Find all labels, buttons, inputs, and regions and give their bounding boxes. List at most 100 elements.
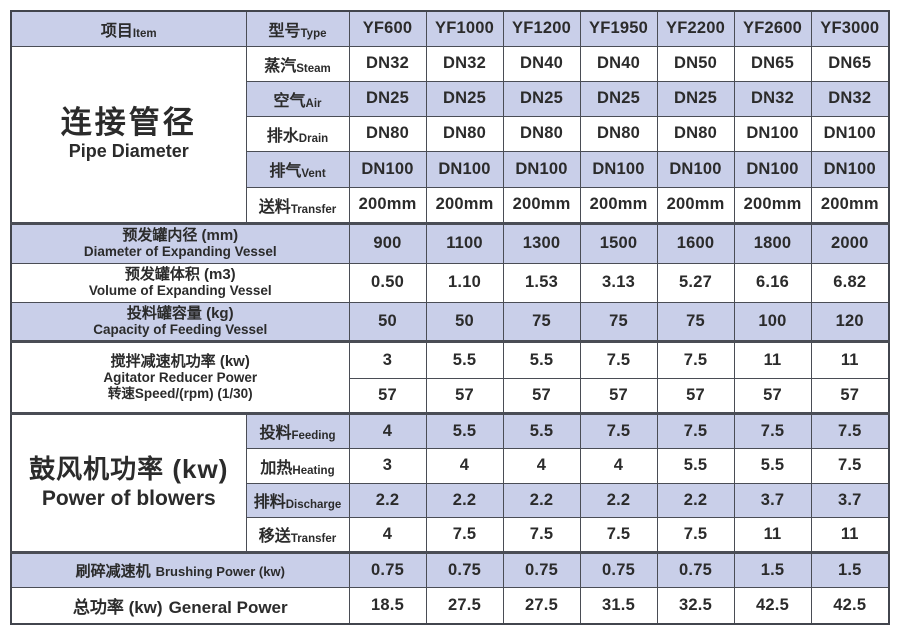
row-label-expanding-volume: 预发罐体积 (m3) Volume of Expanding Vessel: [10, 262, 350, 303]
agitator-speed-label: 转速Speed/(rpm) (1/30): [107, 385, 253, 401]
value-cell: DN100: [425, 150, 504, 188]
value-cell: 5.5: [502, 411, 581, 449]
brushing-label-zh: 刷碎减速机: [75, 562, 151, 580]
value-cell: 2.2: [656, 482, 735, 518]
value-cell: 2.2: [579, 482, 658, 518]
row-label-en: Heating: [292, 464, 335, 477]
spec-label-en: Capacity of Feeding Vessel: [93, 321, 268, 337]
value-cell: 4: [348, 411, 427, 449]
value-cell: 200mm: [656, 186, 735, 224]
table-row-blower-discharge: 排料Discharge 2.2 2.2 2.2 2.2 2.2 3.7 3.7: [11, 482, 890, 518]
agitator-label-en: Agitator Reducer Power: [103, 370, 258, 386]
brushing-label-en: Brushing Power (kw): [155, 563, 285, 579]
model-header-cell: YF1200: [502, 10, 581, 47]
value-cell: 3.13: [579, 262, 658, 303]
row-label-en: Transfer: [290, 533, 337, 545]
value-cell: 42.5: [733, 586, 812, 625]
value-cell: 200mm: [810, 186, 890, 224]
value-cell: DN80: [348, 115, 427, 152]
table-row-brushing: 刷碎减速机 Brushing Power (kw) 0.75 0.75 0.75 0.7…: [10, 550, 890, 588]
table-row-feeding-capacity: 投料罐容量 (kg) Capacity of Feeding Vessel 50…: [10, 301, 890, 342]
row-label-en: Steam: [296, 62, 331, 75]
value-cell: DN32: [810, 80, 890, 117]
row-label-heating: 加热Heating: [245, 447, 350, 484]
value-cell: 27.5: [425, 586, 504, 625]
value-cell: 11: [810, 516, 890, 553]
row-label-zh: 排气: [269, 163, 302, 180]
row-label-en: Transfer: [290, 203, 337, 216]
value-cell: DN40: [579, 45, 658, 82]
value-cell: 7.5: [579, 339, 658, 379]
value-cell: DN100: [810, 115, 890, 152]
value-cell: 75: [502, 301, 581, 342]
value-cell: 4: [425, 447, 504, 484]
value-cell: 57: [810, 377, 890, 414]
value-cell: 57: [656, 377, 735, 414]
value-cell: DN80: [579, 115, 658, 152]
value-cell: DN25: [425, 80, 504, 117]
value-cell: 7.5: [733, 411, 812, 449]
value-cell: 3.7: [810, 482, 890, 518]
item-label-en: Item: [132, 27, 157, 40]
value-cell: DN65: [733, 45, 812, 82]
value-cell: 75: [656, 301, 735, 342]
value-cell: 7.5: [425, 516, 504, 553]
value-cell: DN100: [348, 150, 427, 188]
row-label-en: Vent: [301, 168, 326, 180]
value-cell: 31.5: [579, 586, 658, 625]
value-cell: 2.2: [348, 482, 427, 518]
row-label-blower-transfer: 移送Transfer: [245, 516, 350, 553]
row-label-steam: 蒸汽Steam: [245, 45, 350, 82]
table-row-blower-transfer: 移送Transfer 4 7.5 7.5 7.5 7.5 11 11: [11, 516, 890, 553]
spec-label-zh: 预发罐内径 (mm): [122, 227, 239, 245]
value-cell: 57: [502, 377, 581, 414]
row-label-discharge: 排料Discharge: [245, 482, 350, 518]
table-row-transfer-pipe: 送料Transfer 200mm 200mm 200mm 200mm 200mm 200m…: [11, 186, 890, 224]
value-cell: 3: [348, 447, 427, 484]
row-label-zh: 投料: [259, 425, 292, 442]
row-label-zh: 送料: [258, 198, 291, 216]
value-cell: 0.75: [579, 550, 658, 588]
value-cell: DN32: [733, 80, 812, 117]
value-cell: DN40: [502, 45, 581, 82]
value-cell: DN100: [656, 150, 735, 188]
pipe-section-title: 连接管径 Pipe Diameter: [10, 45, 247, 224]
type-label-zh: 型号: [268, 22, 301, 40]
row-label-zh: 加热: [260, 459, 293, 477]
value-cell: 11: [733, 516, 812, 553]
row-label-en: Drain: [298, 132, 329, 145]
row-label-air: 空气Air: [245, 80, 350, 117]
value-cell: 18.5: [348, 586, 427, 625]
value-cell: 1.53: [502, 262, 581, 303]
table-row-general-power: 总功率 (kw) General Power 18.5 27.5 27.5 31.5 32…: [10, 586, 890, 625]
value-cell: DN80: [502, 115, 581, 152]
value-cell: 1.5: [733, 550, 812, 588]
value-cell: 27.5: [502, 586, 581, 625]
value-cell: 1300: [502, 221, 581, 264]
value-cell: 75: [579, 301, 658, 342]
value-cell: 200mm: [579, 186, 658, 224]
value-cell: 3.7: [733, 482, 812, 518]
pipe-title-zh: 连接管径: [60, 105, 197, 141]
value-cell: 0.75: [656, 550, 735, 588]
model-header-cell: YF3000: [810, 10, 890, 47]
row-label-agitator: 搅拌减速机功率 (kw) Agitator Reducer Power 转速Sp…: [10, 339, 350, 414]
value-cell: 4: [502, 447, 581, 484]
value-cell: 200mm: [733, 186, 812, 224]
general-label-zh: 总功率 (kw): [72, 597, 163, 617]
row-label-expanding-diameter: 预发罐内径 (mm) Diameter of Expanding Vessel: [10, 221, 350, 264]
value-cell: 0.50: [348, 262, 427, 303]
value-cell: 0.75: [502, 550, 581, 588]
row-label-zh: 蒸汽: [264, 57, 297, 75]
type-header-cell: 型号Type: [245, 10, 350, 47]
value-cell: 57: [733, 377, 812, 414]
value-cell: DN32: [425, 45, 504, 82]
table-row-agitator-speed: 57 57 57 57 57 57 57: [11, 377, 890, 414]
value-cell: 7.5: [810, 447, 890, 484]
value-cell: 200mm: [348, 186, 427, 224]
value-cell: 100: [733, 301, 812, 342]
row-label-general-power: 总功率 (kw) General Power: [10, 586, 350, 625]
blower-title-en: Power of blowers: [41, 486, 216, 510]
value-cell: DN100: [579, 150, 658, 188]
spec-label-zh: 投料罐容量 (kg): [126, 304, 234, 322]
